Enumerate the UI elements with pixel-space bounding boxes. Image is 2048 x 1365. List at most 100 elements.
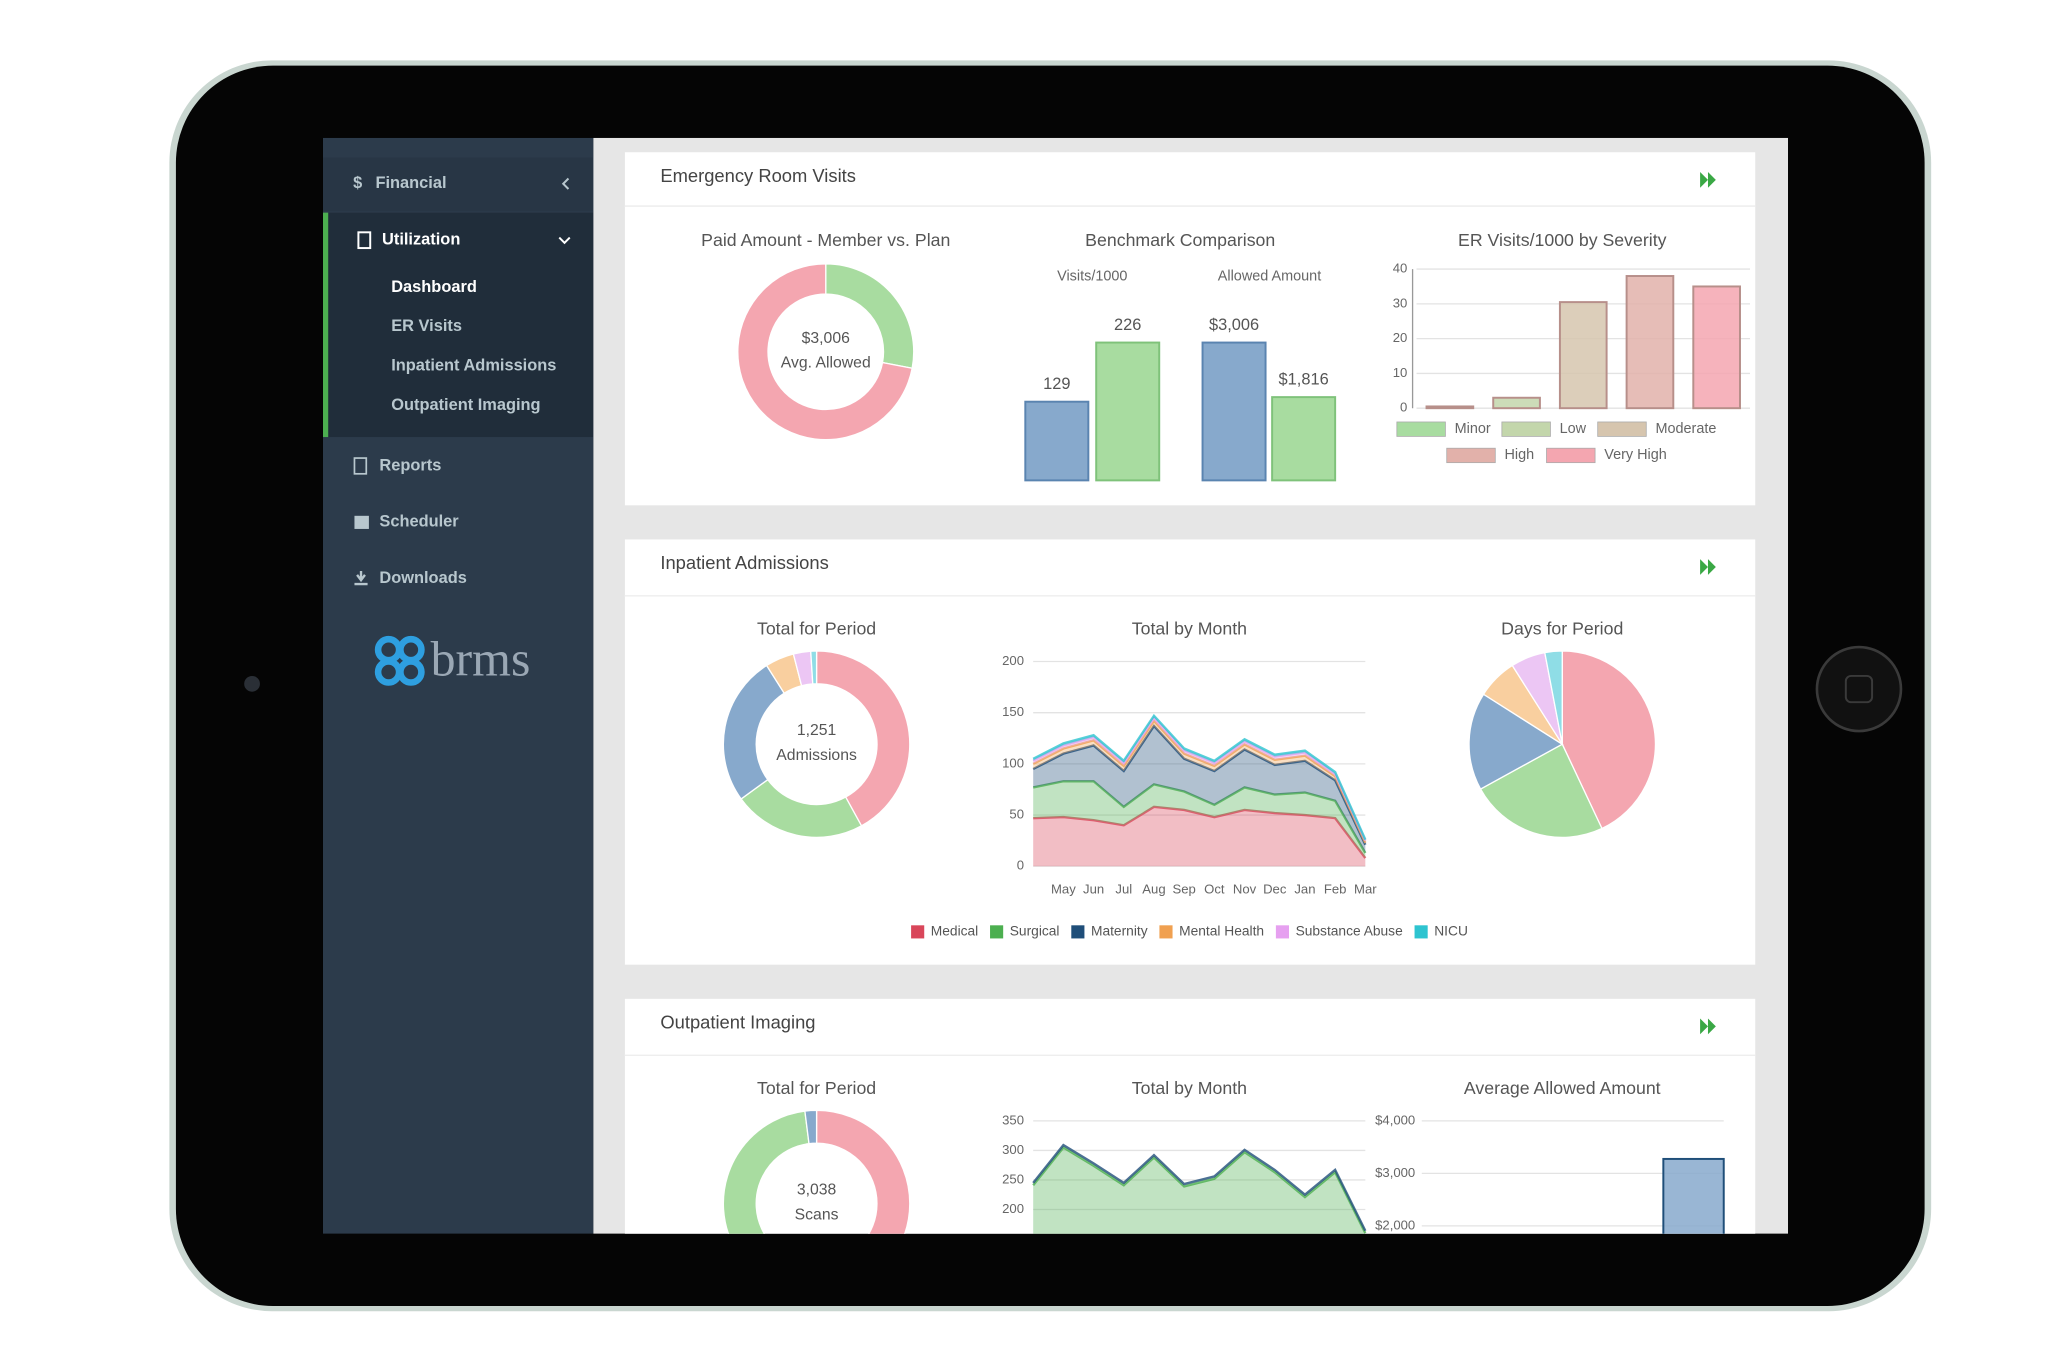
segment	[737, 263, 913, 441]
legend-swatch	[911, 925, 925, 939]
bar	[1558, 301, 1608, 410]
value-label: 226	[1114, 316, 1141, 334]
x-tick-label: Jul	[1115, 881, 1132, 896]
bar	[1024, 400, 1090, 482]
y-tick-label: 20	[1393, 330, 1408, 345]
y-tick-label: 350	[1002, 1112, 1024, 1127]
legend-label: Minor	[1455, 421, 1491, 437]
legend-swatch	[1446, 447, 1496, 464]
home-icon	[1844, 674, 1874, 704]
menu-item[interactable]: Downloads	[379, 569, 466, 587]
chart-title: Average Allowed Amount	[1464, 1078, 1661, 1098]
chevron	[558, 236, 571, 245]
home-button[interactable]	[1815, 645, 1903, 733]
segment	[810, 650, 818, 685]
menu-utilization-bg[interactable]	[322, 212, 594, 438]
legend-swatch	[990, 925, 1004, 939]
legend-swatch	[1597, 421, 1647, 437]
segment	[815, 650, 911, 827]
y-tick-label: 10	[1393, 365, 1408, 380]
area-line	[1032, 718, 1367, 844]
x-tick-label: Dec	[1263, 881, 1287, 896]
bar	[1492, 396, 1541, 410]
area-line	[1032, 715, 1367, 842]
chart-title: Benchmark Comparison	[1085, 230, 1275, 250]
y-tick-label: $3,000	[1375, 1165, 1415, 1180]
panel-title: Outpatient Imaging	[660, 1012, 815, 1033]
segment	[804, 1109, 818, 1145]
camera	[244, 675, 260, 692]
group-label: Visits/1000	[1057, 269, 1127, 285]
x-tick-label: Aug	[1142, 881, 1165, 896]
x-tick-label: Sep	[1172, 881, 1195, 896]
menu-financial-bg[interactable]	[322, 157, 594, 212]
icon-calendar	[354, 515, 369, 529]
y-tick-label: 250	[1002, 1171, 1024, 1186]
y-tick-label: 100	[1002, 755, 1024, 770]
expand-button[interactable]	[1700, 1018, 1716, 1035]
icon-dollar: $	[353, 174, 362, 192]
segment	[1544, 650, 1563, 745]
legend-label: High	[1504, 447, 1534, 463]
legend-swatch	[1414, 925, 1428, 939]
legend-label: Substance Abuse	[1296, 924, 1404, 939]
active-marker	[322, 212, 329, 438]
logo-mark	[374, 635, 425, 686]
bar	[1662, 1157, 1725, 1234]
legend-label: NICU	[1434, 924, 1468, 939]
area-line	[1032, 1145, 1367, 1234]
segment	[1479, 743, 1603, 839]
area-fill	[1033, 1147, 1366, 1234]
chart-title: Days for Period	[1501, 619, 1623, 639]
panel-title: Inpatient Admissions	[660, 552, 828, 573]
legend-label: Low	[1560, 421, 1587, 437]
x-tick-label: Jan	[1294, 881, 1315, 896]
x-tick-label: Mar	[1354, 881, 1377, 896]
expand-button[interactable]	[1700, 559, 1716, 575]
value-label: 129	[1043, 375, 1070, 393]
y-tick-label: 30	[1393, 295, 1408, 310]
y-tick-label: 200	[1002, 653, 1024, 668]
center-label: Avg. Allowed	[781, 355, 871, 372]
y-tick-label: $2,000	[1375, 1217, 1415, 1232]
chart-title: Total for Period	[757, 619, 876, 639]
menu-item[interactable]: Scheduler	[379, 513, 459, 531]
icon-report	[353, 457, 368, 475]
center-label: Admissions	[776, 747, 857, 764]
legend-swatch	[1501, 421, 1551, 437]
segment	[722, 1110, 810, 1234]
legend-label: Mental Health	[1179, 924, 1264, 939]
value-label: $1,816	[1279, 370, 1329, 388]
bar	[1425, 405, 1475, 410]
expand-button[interactable]	[1700, 171, 1716, 188]
area-line	[1032, 724, 1367, 846]
icon-building	[357, 231, 372, 250]
menu-item[interactable]: Utilization	[382, 231, 460, 249]
y-tick-label: 300	[1002, 1142, 1024, 1157]
y-tick-label: 50	[1009, 807, 1024, 822]
submenu-item[interactable]: Outpatient Imaging	[391, 396, 540, 414]
legend-label: Maternity	[1091, 924, 1148, 939]
x-tick-label: Oct	[1204, 881, 1225, 896]
menu-item[interactable]: Financial	[375, 174, 446, 192]
bar	[1201, 341, 1267, 482]
submenu-item[interactable]: Inpatient Admissions	[391, 357, 556, 375]
legend-label: Medical	[931, 924, 978, 939]
bar	[1625, 275, 1675, 410]
y-tick-label: 0	[1017, 858, 1024, 873]
chart-title: ER Visits/1000 by Severity	[1458, 230, 1667, 250]
x-tick-label: Jun	[1083, 881, 1104, 896]
legend-swatch	[1275, 925, 1290, 939]
y-tick-label: 40	[1393, 261, 1408, 276]
y-tick-label: 150	[1002, 704, 1024, 719]
legend-swatch	[1071, 925, 1085, 939]
legend-label: Moderate	[1655, 421, 1716, 437]
value-label: $3,006	[1209, 316, 1259, 334]
menu-item[interactable]: Reports	[379, 456, 441, 474]
submenu-item[interactable]: Dashboard	[391, 278, 477, 296]
submenu-item[interactable]: ER Visits	[391, 317, 462, 335]
bar	[1095, 341, 1161, 482]
segment	[1561, 650, 1657, 830]
